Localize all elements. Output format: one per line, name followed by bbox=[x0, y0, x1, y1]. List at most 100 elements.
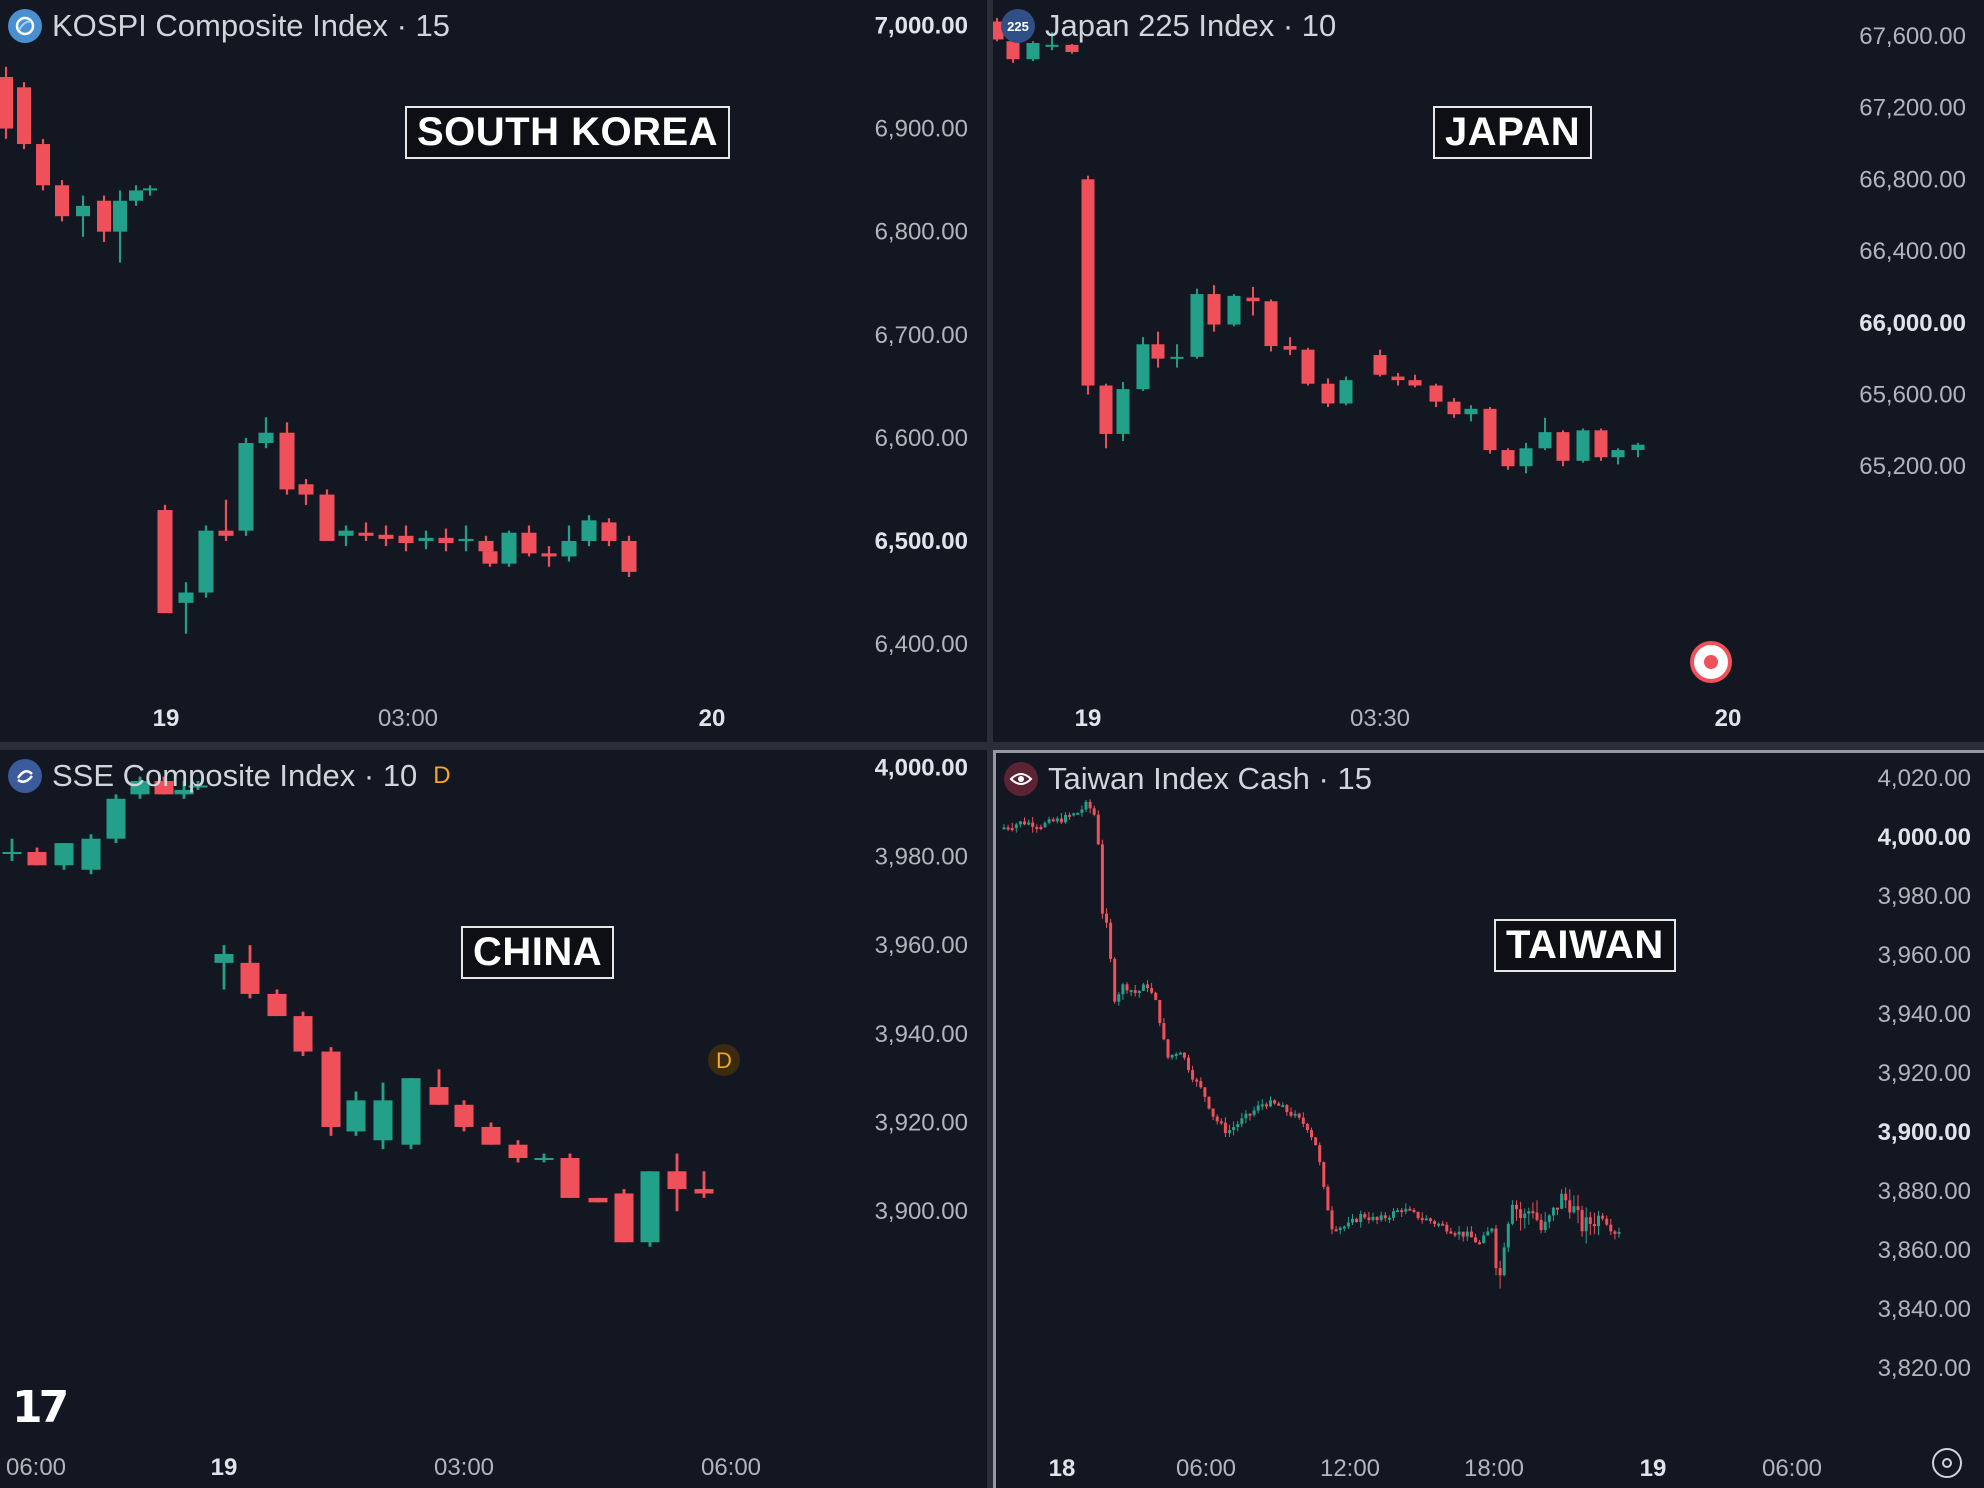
taiwan-eye-icon bbox=[1004, 762, 1038, 796]
candle-body bbox=[1326, 1186, 1330, 1211]
candle bbox=[1199, 1077, 1203, 1089]
candle bbox=[1051, 817, 1055, 823]
candle bbox=[346, 1091, 366, 1136]
candle-body bbox=[1133, 990, 1137, 994]
symbol-header[interactable]: KOSPI Composite Index · 15 bbox=[8, 6, 450, 46]
candle-body bbox=[1026, 43, 1040, 60]
candle bbox=[267, 989, 287, 1017]
candle bbox=[198, 525, 214, 598]
candle-body bbox=[1045, 44, 1059, 47]
candle-body bbox=[534, 1158, 554, 1160]
candle bbox=[561, 525, 577, 562]
candle-body bbox=[1494, 1228, 1498, 1269]
time-axis-label: 03:00 bbox=[378, 705, 438, 732]
candle-body bbox=[214, 954, 234, 963]
candle bbox=[157, 504, 173, 614]
candle bbox=[129, 185, 143, 206]
candle bbox=[429, 1069, 449, 1105]
tradingview-logo[interactable]: 17 bbox=[12, 1382, 69, 1433]
price-axis-label: 3,820.00 bbox=[1878, 1355, 1971, 1382]
candle-body bbox=[1065, 44, 1079, 52]
candle bbox=[1045, 32, 1059, 51]
candle-body bbox=[1469, 1231, 1473, 1238]
candle bbox=[1551, 1206, 1555, 1222]
candlestick-chart[interactable]: 4,020.00 4,000.00 3,980.00 3,960.00 3,940.00… bbox=[996, 753, 1984, 1488]
candle-body bbox=[1539, 1219, 1543, 1231]
candle bbox=[614, 1189, 634, 1243]
candle-body bbox=[1109, 922, 1113, 959]
dividend-marker-icon[interactable]: D bbox=[706, 1042, 742, 1078]
candle-body bbox=[1510, 1204, 1514, 1224]
candle-body bbox=[1125, 984, 1129, 991]
symbol-header[interactable]: SSE Composite Index · 10 D bbox=[8, 756, 451, 796]
candle bbox=[458, 525, 474, 552]
candle bbox=[1568, 1189, 1572, 1219]
candle bbox=[1609, 1218, 1613, 1236]
candle bbox=[1252, 1106, 1256, 1118]
price-axis-label: 6,800.00 bbox=[875, 219, 968, 246]
candle-body bbox=[1464, 408, 1478, 415]
candle bbox=[1006, 39, 1020, 63]
candle-body bbox=[1392, 1211, 1395, 1218]
horizontal-pane-divider[interactable] bbox=[0, 742, 1984, 750]
candle-body bbox=[36, 144, 50, 186]
candle bbox=[1289, 1107, 1293, 1118]
candle bbox=[1297, 1112, 1301, 1120]
candle bbox=[1314, 1137, 1318, 1146]
candle bbox=[1043, 821, 1047, 829]
symbol-header[interactable]: Taiwan Index Cash · 15 bbox=[1004, 759, 1372, 799]
candle bbox=[1420, 1212, 1424, 1224]
price-axis-label: 3,940.00 bbox=[1878, 1001, 1971, 1028]
chart-pane-kospi[interactable]: KOSPI Composite Index · 15 SOUTH KOREA 7… bbox=[0, 0, 987, 742]
candle-body bbox=[238, 443, 254, 531]
candle bbox=[1055, 816, 1059, 824]
candle bbox=[1367, 1212, 1371, 1224]
candle bbox=[1330, 1206, 1334, 1235]
candle-body bbox=[1269, 1100, 1272, 1107]
symbol-header[interactable]: 225 Japan 225 Index · 10 bbox=[1001, 6, 1336, 46]
symbol-title: Taiwan Index Cash · 15 bbox=[1048, 761, 1372, 796]
candle-body bbox=[581, 520, 597, 541]
candle-body bbox=[1396, 1210, 1400, 1213]
candle bbox=[1408, 374, 1422, 388]
candle-body bbox=[429, 1087, 449, 1105]
candle-body bbox=[1465, 1231, 1469, 1237]
candle-body bbox=[1252, 1110, 1256, 1115]
candle bbox=[1464, 405, 1478, 422]
candle-body bbox=[373, 1100, 393, 1141]
chart-pane-taiwan[interactable]: Taiwan Index Cash · 15 TAIWAN 4,020.00 4,… bbox=[993, 750, 1984, 1488]
country-label: CHINA bbox=[461, 926, 615, 979]
candle bbox=[1133, 984, 1137, 997]
candle bbox=[1269, 1096, 1272, 1108]
candle-body bbox=[1151, 344, 1165, 359]
candle bbox=[1469, 1226, 1473, 1238]
candle bbox=[1215, 1114, 1219, 1125]
candle-body bbox=[1055, 818, 1059, 822]
candle-body bbox=[401, 1078, 421, 1145]
live-record-icon[interactable] bbox=[1689, 640, 1733, 684]
candle-body bbox=[1136, 344, 1150, 390]
candle bbox=[1515, 1200, 1518, 1221]
settings-gear-icon[interactable] bbox=[1932, 1448, 1962, 1478]
candle bbox=[1018, 820, 1022, 828]
candle bbox=[1129, 989, 1133, 997]
candle-body bbox=[1023, 821, 1026, 825]
candle-body bbox=[1088, 801, 1092, 809]
dividend-badge[interactable]: D bbox=[433, 762, 451, 789]
candle bbox=[1334, 1226, 1338, 1232]
candle bbox=[1006, 824, 1010, 832]
candlestick-chart[interactable]: 7,000.00 6,900.00 6,800.00 6,700.00 6,600.00… bbox=[0, 0, 987, 742]
price-axis-label: 3,980.00 bbox=[875, 843, 968, 870]
candlestick-chart[interactable]: 67,600.00 67,200.00 66,800.00 66,400.00 66,0… bbox=[993, 0, 1984, 742]
candle bbox=[154, 776, 174, 795]
candle-body bbox=[1506, 1223, 1510, 1248]
candle-body bbox=[1277, 1103, 1281, 1106]
chart-pane-sse[interactable]: SSE Composite Index · 10 D CHINA 4,000.0… bbox=[0, 750, 987, 1488]
dividend-marker-letter: D bbox=[716, 1048, 732, 1073]
chart-pane-japan225[interactable]: 225 Japan 225 Index · 10 JAPAN 67,600.00… bbox=[993, 0, 1984, 742]
candle-body bbox=[1129, 990, 1133, 993]
candlestick-chart[interactable]: 4,000.00 3,980.00 3,960.00 3,940.00 3,920.00… bbox=[0, 750, 987, 1488]
time-axis-label: 06:00 bbox=[6, 1454, 66, 1481]
candle bbox=[1576, 428, 1590, 463]
price-axis-label: 3,960.00 bbox=[875, 932, 968, 959]
